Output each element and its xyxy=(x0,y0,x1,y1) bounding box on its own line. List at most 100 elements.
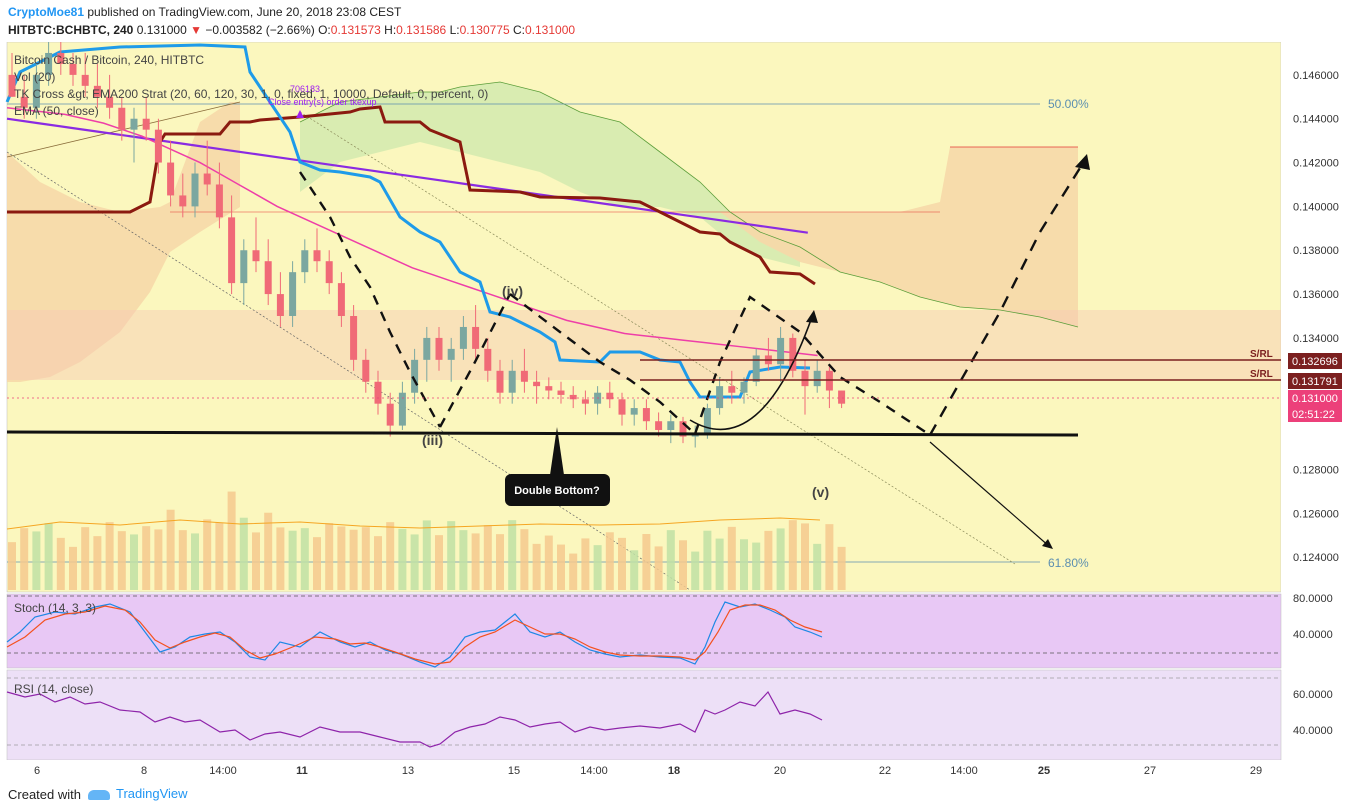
ichimoku-cloud xyxy=(7,82,1078,382)
target-arrow-head xyxy=(1042,539,1053,549)
wave-path-up-v xyxy=(693,295,931,437)
candle-body xyxy=(301,250,309,273)
time-tick-label: 8 xyxy=(141,765,147,777)
candle-body xyxy=(411,359,419,393)
candle-body xyxy=(179,195,187,207)
volume-bar xyxy=(447,521,456,590)
candle-body xyxy=(606,392,614,400)
volume-bar xyxy=(276,527,285,590)
wave-path-up-iv xyxy=(438,293,512,428)
time-tick-label: 14:00 xyxy=(950,765,978,777)
close-label: C: xyxy=(513,23,525,37)
volume-bar xyxy=(544,535,553,590)
double-bottom-callout: Double Bottom? xyxy=(505,427,610,506)
volume-bar xyxy=(703,530,712,590)
resistance-zone xyxy=(7,310,1281,380)
support-line xyxy=(6,430,1079,437)
wave-path-down xyxy=(299,171,442,428)
legend-tk[interactable]: TK Cross &gt; EMA200 Strat (20, 60, 120,… xyxy=(14,87,488,101)
down-arrow-icon: ▼ xyxy=(190,23,202,37)
sr-label-1: S/RL xyxy=(1250,349,1273,360)
price-label-bg xyxy=(1288,373,1342,389)
volume-ma xyxy=(6,517,821,530)
candle-body xyxy=(642,408,650,422)
price-chart[interactable]: 50.00% 61.80% S/RL S/RL (iii) (iv) (v) D… xyxy=(0,42,1348,780)
tradingview-brand[interactable]: TradingView xyxy=(88,786,188,801)
volume-bar xyxy=(203,519,212,590)
kijun-line xyxy=(7,105,816,286)
stoch-axis: 80.0000 40.0000 xyxy=(1293,593,1333,641)
candle-body xyxy=(716,386,724,409)
candle-body xyxy=(569,394,577,400)
high-label: H: xyxy=(384,23,397,37)
volume-bar xyxy=(557,544,565,590)
candle-body xyxy=(813,370,821,387)
time-tick-label: 11 xyxy=(296,765,308,777)
volume-bar xyxy=(361,527,370,590)
volume-bar xyxy=(105,522,114,590)
candle-body xyxy=(45,52,53,75)
price-tick-label: 0.144000 xyxy=(1293,114,1339,126)
candle-body xyxy=(337,283,345,316)
candle-body xyxy=(374,381,382,404)
volume-bar xyxy=(56,537,65,590)
volume-bar xyxy=(679,540,687,590)
created-with-text: Created with xyxy=(8,787,81,802)
author-link[interactable]: CryptoMoe81 xyxy=(8,5,85,19)
volume-bar xyxy=(252,532,260,590)
candle-body xyxy=(435,337,443,360)
price-label-bg xyxy=(1288,406,1342,422)
candle-body xyxy=(459,326,467,349)
price-tick-label: 0.128000 xyxy=(1293,464,1339,476)
volume-bar xyxy=(386,522,395,590)
candle-body xyxy=(447,348,455,360)
price-label-bg xyxy=(1288,353,1342,369)
time-tick-label: 22 xyxy=(879,765,891,777)
candle-body xyxy=(167,162,175,196)
price-tick-label: 0.136000 xyxy=(1293,289,1339,301)
time-axis[interactable]: 6 8 14:00 11 13 15 14:00 18 20 22 14:00 25 27 29 xyxy=(34,765,1262,777)
candle-body xyxy=(118,107,126,130)
candle-body xyxy=(801,370,809,387)
candle-body xyxy=(557,390,565,395)
candle-body xyxy=(618,399,626,415)
sr-label-2: S/RL xyxy=(1250,369,1273,380)
candle-body xyxy=(240,250,248,284)
time-tick-label: 14:00 xyxy=(209,765,237,777)
time-tick-label: 20 xyxy=(774,765,786,777)
legend-ema[interactable]: EMA (50, close) xyxy=(14,104,99,118)
candle-body xyxy=(679,421,687,437)
volume-bar xyxy=(532,543,541,590)
symbol-label[interactable]: HITBTC:BCHBTC, 240 xyxy=(8,23,134,37)
candle-body xyxy=(545,386,553,391)
low-label: L: xyxy=(449,23,460,37)
price-axis[interactable]: 0.146000 0.144000 0.142000 0.140000 0.138000… xyxy=(1293,70,1339,564)
volume-bar xyxy=(520,529,529,590)
rsi-line xyxy=(6,690,823,748)
legend-vol[interactable]: Vol (20) xyxy=(14,70,55,84)
stoch-title[interactable]: Stoch (14, 3, 3) xyxy=(14,601,96,615)
volume-bar xyxy=(801,523,809,590)
volume-bar xyxy=(374,536,382,590)
legend-title[interactable]: Bitcoin Cash / Bitcoin, 240, HITBTC xyxy=(14,53,204,67)
volume-bar xyxy=(715,538,724,590)
candle-body xyxy=(472,326,480,349)
candle-body xyxy=(655,421,663,430)
published-text: published on TradingView.com, June 20, 2… xyxy=(87,5,402,19)
volume-bars xyxy=(8,491,846,590)
footer: Created with TradingView xyxy=(0,780,1348,811)
volume-bar xyxy=(410,534,419,590)
rsi-title[interactable]: RSI (14, close) xyxy=(14,682,93,696)
wave-label-v: (v) xyxy=(812,484,829,500)
price-tick-label: 0.138000 xyxy=(1293,245,1339,257)
stoch-pane[interactable] xyxy=(6,593,1282,669)
candle-body xyxy=(777,337,785,365)
price-label-text: 0.132696 xyxy=(1292,356,1338,368)
close-value: 0.131000 xyxy=(525,23,576,37)
fib-618-label: 61.80% xyxy=(1048,556,1089,570)
price-tick-label: 0.140000 xyxy=(1293,201,1339,213)
volume-bar xyxy=(130,534,138,590)
rsi-tick-label: 40.0000 xyxy=(1293,725,1333,737)
rsi-pane[interactable] xyxy=(6,669,1282,761)
candle-body xyxy=(228,217,236,284)
